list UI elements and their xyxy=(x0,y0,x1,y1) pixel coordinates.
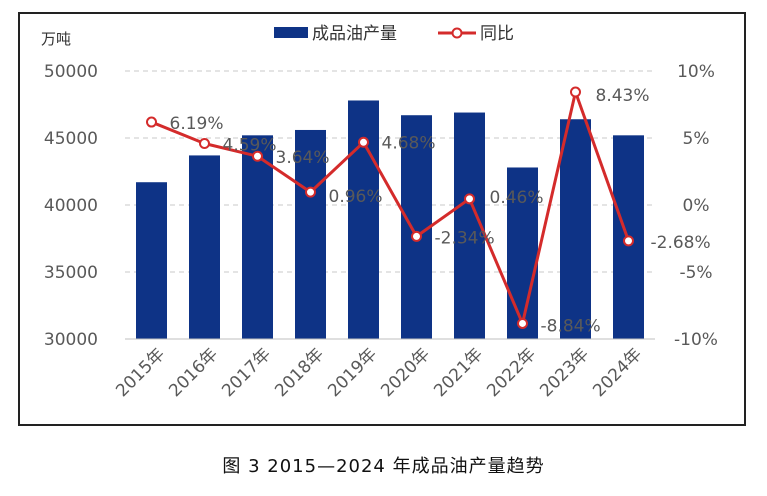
bar-2020年 xyxy=(401,115,432,339)
legend-label-output: 成品油产量 xyxy=(312,24,397,44)
x-tick-label: 2023年 xyxy=(536,344,593,401)
y-right-tick-label: -5% xyxy=(679,263,712,283)
bar-2018年 xyxy=(295,129,326,339)
y-right-tick-label: 0% xyxy=(683,196,710,216)
yoy-point xyxy=(358,136,369,148)
yoy-data-label: -8.84% xyxy=(541,316,601,336)
yoy-data-label: 4.59% xyxy=(223,135,277,155)
bar-2017年 xyxy=(242,135,273,339)
yoy-data-label: 4.68% xyxy=(382,133,436,153)
bar-2022年 xyxy=(507,167,538,339)
legend-swatch-output xyxy=(274,27,308,38)
x-tick-label: 2019年 xyxy=(324,344,381,401)
bar-2019年 xyxy=(348,100,379,339)
y-left-tick-label: 35000 xyxy=(44,263,98,283)
yoy-point xyxy=(199,137,210,149)
yoy-data-label: -2.34% xyxy=(435,228,495,248)
yoy-point xyxy=(252,150,263,162)
yoy-data-label: 8.43% xyxy=(596,86,650,106)
legend-label-yoy: 同比 xyxy=(480,24,514,44)
y-left-unit-label: 万吨 xyxy=(41,30,71,48)
yoy-point xyxy=(146,116,157,128)
yoy-point xyxy=(305,186,316,198)
y-right-tick-label: 5% xyxy=(683,129,710,149)
y-left-tick-label: 40000 xyxy=(44,196,98,216)
yoy-point xyxy=(464,193,475,205)
bar-2023年 xyxy=(560,119,591,340)
y-left-tick-label: 50000 xyxy=(44,62,98,82)
x-tick-label: 2024年 xyxy=(589,344,646,401)
x-tick-label: 2015年 xyxy=(112,344,169,401)
yoy-data-label: 3.64% xyxy=(276,148,330,168)
x-tick-label: 2018年 xyxy=(271,344,328,401)
bar-2016年 xyxy=(189,155,220,339)
x-tick-label: 2020年 xyxy=(377,344,434,401)
x-tick-label: 2021年 xyxy=(430,344,487,401)
y-right-tick-label: 10% xyxy=(677,62,715,82)
chart: 50000 45000 40000 35000 30000 10% 5% 0% -5% -10% 万… xyxy=(41,24,718,401)
yoy-point xyxy=(623,235,634,247)
yoy-point xyxy=(517,317,528,329)
yoy-data-label: -2.68% xyxy=(651,233,711,253)
x-tick-label: 2017年 xyxy=(218,344,275,401)
bar-2015年 xyxy=(136,182,167,339)
y-right-tick-label: -10% xyxy=(674,330,718,350)
chart-frame xyxy=(18,12,746,426)
x-tick-label: 2016年 xyxy=(165,344,222,401)
yoy-data-label: 0.46% xyxy=(490,188,544,208)
yoy-line xyxy=(150,90,630,325)
yoy-data-label: 6.19% xyxy=(170,114,224,134)
x-tick-label: 2022年 xyxy=(483,344,540,401)
figure-caption: 图 3 2015—2024 年成品油产量趋势 xyxy=(222,456,545,477)
yoy-data-label: 0.96% xyxy=(329,187,383,207)
y-left-tick-label: 30000 xyxy=(44,330,98,350)
legend-marker-yoy xyxy=(451,27,463,39)
yoy-point xyxy=(411,230,422,242)
yoy-point xyxy=(570,86,581,98)
y-left-tick-label: 45000 xyxy=(44,129,98,149)
